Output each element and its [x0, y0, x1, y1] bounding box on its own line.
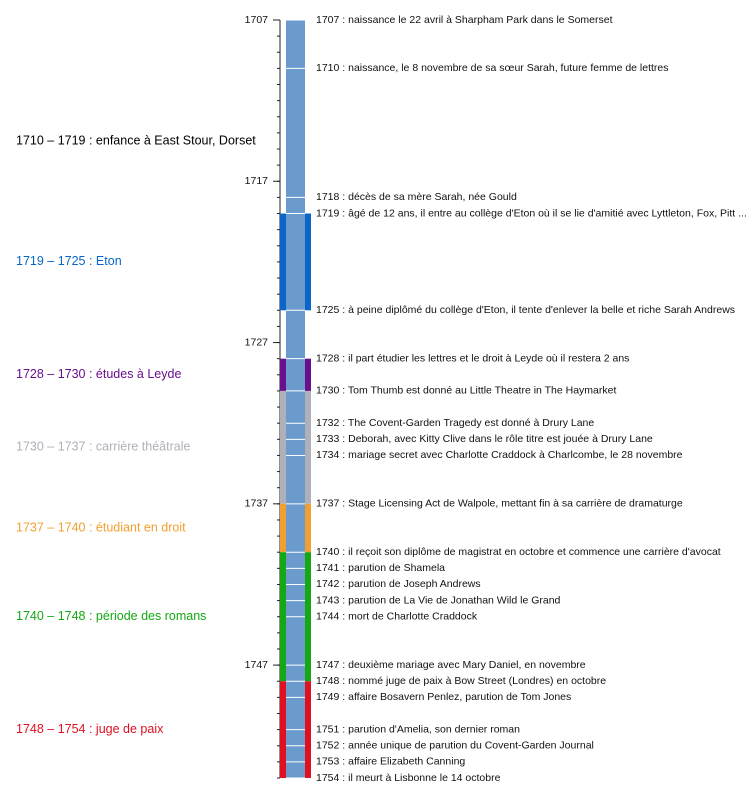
event-label: 1753 : affaire Elizabeth Canning — [316, 756, 465, 768]
event-label: 1754 : il meurt à Lisbonne le 14 octobre — [316, 772, 501, 784]
event-label: 1748 : nommé juge de paix à Bow Street (… — [316, 675, 606, 687]
y-tick-label: 1747 — [245, 659, 269, 671]
y-tick-label: 1727 — [245, 336, 269, 348]
event-label: 1734 : mariage secret avec Charlotte Cra… — [316, 449, 683, 461]
period-label: 1710 – 1719 : enfance à East Stour, Dors… — [16, 133, 256, 147]
period-bar-left — [280, 213, 286, 311]
event-label: 1752 : année unique de parution du Coven… — [316, 740, 594, 752]
period-label: 1740 – 1748 : période des romans — [16, 609, 206, 623]
event-label: 1749 : affaire Bosavern Penlez, parution… — [316, 691, 571, 703]
event-label: 1707 : naissance le 22 avril à Sharpham … — [316, 14, 613, 26]
y-tick-label: 1717 — [245, 175, 269, 187]
period-bar-right — [305, 213, 311, 311]
event-label: 1740 : il reçoit son diplôme de magistra… — [316, 546, 721, 558]
event-label: 1710 : naissance, le 8 novembre de sa sœ… — [316, 62, 669, 74]
event-label: 1730 : Tom Thumb est donné au Little The… — [316, 385, 616, 397]
y-tick-label: 1707 — [245, 14, 269, 26]
event-label: 1743 : parution de La Vie de Jonathan Wi… — [316, 594, 561, 606]
event-label: 1747 : deuxième mariage avec Mary Daniel… — [316, 659, 586, 671]
period-bar-left — [280, 552, 286, 682]
event-label: 1733 : Deborah, avec Kitty Clive dans le… — [316, 433, 653, 445]
period-label: 1728 – 1730 : études à Leyde — [16, 367, 181, 381]
event-label: 1744 : mort de Charlotte Craddock — [316, 611, 478, 623]
event-label: 1732 : The Covent-Garden Tragedy est don… — [316, 417, 594, 429]
period-bar-right — [305, 681, 311, 778]
period-bar-right — [305, 358, 311, 391]
period-bar-left — [280, 681, 286, 778]
event-label: 1718 : décès de sa mère Sarah, née Gould — [316, 191, 517, 203]
period-bar-left — [280, 358, 286, 391]
period-label: 1748 – 1754 : juge de paix — [16, 722, 164, 736]
event-label: 1719 : âgé de 12 ans, il entre au collèg… — [316, 207, 747, 219]
period-bar-right — [305, 552, 311, 682]
event-label: 1751 : parution d'Amelia, son dernier ro… — [316, 723, 520, 735]
event-label: 1728 : il part étudier les lettres et le… — [316, 352, 629, 364]
period-bar-right — [305, 390, 311, 504]
event-label: 1742 : parution de Joseph Andrews — [316, 578, 481, 590]
period-bar-left — [280, 390, 286, 504]
period-label: 1737 – 1740 : étudiant en droit — [16, 520, 186, 534]
period-bar-right — [305, 503, 311, 553]
event-label: 1725 : à peine diplômé du collège d'Eton… — [316, 304, 735, 316]
period-label: 1719 – 1725 : Eton — [16, 254, 122, 268]
event-label: 1741 : parution de Shamela — [316, 562, 445, 574]
main-bar — [286, 20, 305, 778]
event-label: 1737 : Stage Licensing Act de Walpole, m… — [316, 498, 683, 510]
y-tick-label: 1737 — [245, 498, 269, 510]
period-label: 1730 – 1737 : carrière théâtrale — [16, 440, 190, 454]
period-bar-left — [280, 503, 286, 553]
